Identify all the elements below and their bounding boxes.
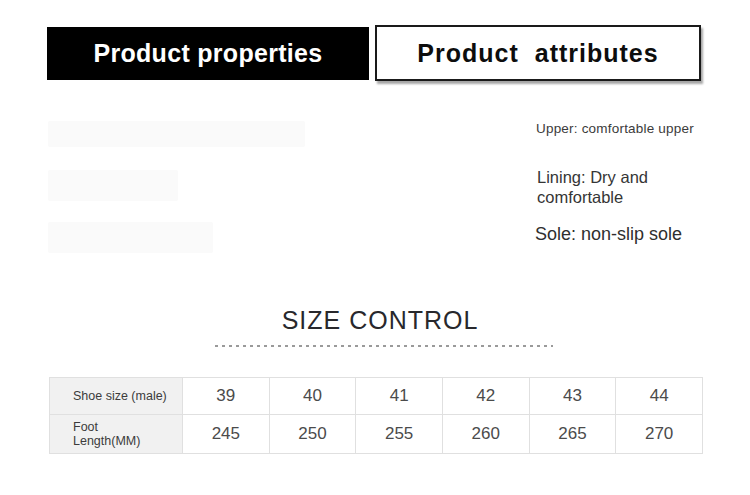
shoe-size-cell: 40	[269, 378, 356, 415]
blurred-text-placeholder-2	[48, 170, 178, 201]
shoe-size-cell: 43	[529, 378, 616, 415]
foot-length-label-line1: Foot	[73, 420, 182, 434]
shoe-size-row: Shoe size (male) 39 40 41 42 43 44	[50, 378, 703, 415]
shoe-size-cell: 42	[442, 378, 529, 415]
shoe-size-cell: 44	[616, 378, 703, 415]
tab-product-attributes[interactable]: Product attributes	[375, 25, 701, 81]
dashed-divider	[215, 345, 553, 347]
size-table: Shoe size (male) 39 40 41 42 43 44 Foot …	[49, 377, 703, 454]
shoe-size-row-label: Shoe size (male)	[50, 378, 183, 415]
foot-length-cell: 265	[529, 415, 616, 454]
blurred-text-placeholder-1	[48, 121, 305, 147]
product-detail-page: Product properties Product attributes Up…	[0, 0, 750, 495]
attribute-sole: Sole: non-slip sole	[535, 224, 682, 245]
attribute-lining: Lining: Dry and comfortable	[537, 168, 669, 207]
foot-length-label-line2: Length(MM)	[73, 434, 182, 448]
foot-length-cell: 260	[442, 415, 529, 454]
foot-length-row: Foot Length(MM) 245 250 255 260 265 270	[50, 415, 703, 454]
foot-length-cell: 270	[616, 415, 703, 454]
blurred-text-placeholder-3	[48, 222, 213, 253]
shoe-size-cell: 39	[183, 378, 270, 415]
shoe-size-cell: 41	[356, 378, 443, 415]
size-control-title: SIZE CONTROL	[0, 306, 750, 335]
tab-product-properties[interactable]: Product properties	[47, 27, 369, 80]
foot-length-row-label: Foot Length(MM)	[50, 415, 183, 454]
foot-length-cell: 250	[269, 415, 356, 454]
foot-length-cell: 255	[356, 415, 443, 454]
attribute-upper: Upper: comfortable upper	[536, 121, 694, 136]
foot-length-cell: 245	[183, 415, 270, 454]
